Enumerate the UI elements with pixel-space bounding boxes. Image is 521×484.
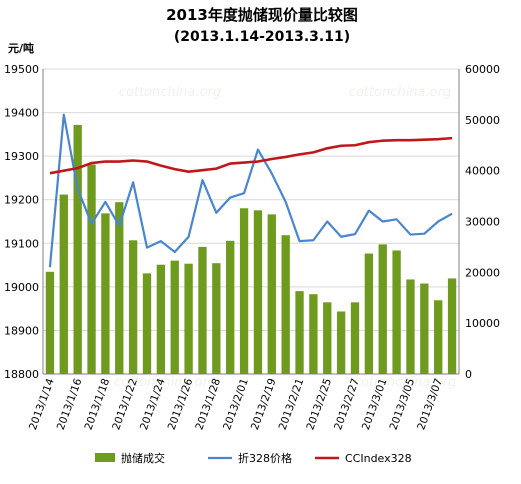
chart-title: 2013年度抛储现价量比较图 bbox=[166, 6, 358, 24]
x-tick-label: 2013/2/01 bbox=[221, 377, 251, 432]
watermark-layer: cottonchina.org cottonchina.org cottonchin… bbox=[114, 85, 456, 390]
bar bbox=[364, 253, 374, 374]
left-tick-label: 19000 bbox=[4, 281, 39, 294]
legend-label: 抛储成交 bbox=[121, 451, 165, 465]
x-tick-label: 2013/2/27 bbox=[332, 377, 362, 432]
left-tick-label: 19200 bbox=[4, 194, 39, 207]
bar bbox=[434, 300, 443, 374]
right-tick-label: 20000 bbox=[465, 266, 500, 279]
bar bbox=[101, 213, 110, 374]
bar bbox=[115, 202, 124, 374]
left-axis-ticks: 18800 18900 19000 19100 19200 19300 19400 19500 bbox=[4, 63, 39, 381]
right-axis-ticks: 0 10000 20000 30000 40000 50000 60000 bbox=[465, 63, 500, 381]
bar bbox=[128, 240, 138, 374]
right-tick-label: 10000 bbox=[465, 317, 500, 330]
bar bbox=[239, 208, 249, 374]
bar bbox=[59, 194, 68, 374]
chart-subtitle: (2013.1.14-2013.3.11) bbox=[174, 29, 350, 45]
line-series bbox=[48, 113, 453, 268]
bar bbox=[323, 302, 332, 374]
bar bbox=[378, 244, 387, 375]
watermark-text: cottonchina.org bbox=[119, 85, 221, 100]
legend-item-price-328: 折328价格 bbox=[208, 451, 292, 465]
legend: 抛储成交 折328价格 CCIndex328 bbox=[95, 451, 412, 465]
legend-swatch bbox=[95, 453, 115, 462]
right-tick-label: 0 bbox=[465, 368, 472, 381]
left-tick-label: 19500 bbox=[4, 63, 39, 76]
bar bbox=[226, 240, 235, 374]
watermark-text: cottonchina.org bbox=[114, 375, 216, 390]
left-axis-unit-label: 元/吨 bbox=[8, 41, 34, 55]
legend-label: CCIndex328 bbox=[345, 452, 412, 465]
grid-lines bbox=[43, 68, 459, 375]
x-axis-ticks: 2013/1/142013/1/162013/1/182013/1/222013… bbox=[27, 377, 445, 432]
bar bbox=[73, 124, 82, 374]
bar-series bbox=[45, 124, 457, 375]
left-tick-label: 18800 bbox=[4, 368, 39, 381]
bar bbox=[309, 294, 318, 374]
left-tick-label: 19300 bbox=[4, 150, 39, 163]
x-tick-label: 2013/2/19 bbox=[249, 377, 279, 432]
bar bbox=[447, 278, 457, 374]
bar bbox=[295, 291, 304, 374]
bar bbox=[156, 264, 166, 374]
bar bbox=[350, 302, 360, 374]
bar bbox=[336, 311, 346, 374]
bar bbox=[267, 214, 276, 374]
bar bbox=[406, 279, 415, 374]
x-tick-label: 2013/2/21 bbox=[277, 377, 307, 432]
x-tick-label: 2013/2/25 bbox=[304, 377, 334, 432]
ccindex328-line bbox=[49, 136, 453, 175]
right-tick-label: 50000 bbox=[465, 114, 500, 127]
bar bbox=[45, 271, 55, 374]
left-tick-label: 19400 bbox=[4, 107, 39, 120]
x-tick-label: 2013/1/18 bbox=[83, 377, 113, 432]
bar bbox=[420, 283, 429, 374]
watermark-text: cottonchina.org bbox=[349, 85, 451, 100]
x-tick-label: 2013/1/16 bbox=[55, 377, 85, 432]
legend-label: 折328价格 bbox=[238, 451, 292, 465]
x-tick-label: 2013/1/14 bbox=[27, 377, 57, 432]
price-328-line bbox=[48, 113, 453, 268]
right-tick-label: 30000 bbox=[465, 216, 500, 229]
bar bbox=[392, 250, 401, 374]
right-tick-label: 60000 bbox=[465, 63, 500, 76]
left-tick-label: 18900 bbox=[4, 324, 39, 337]
legend-item-bar: 抛储成交 bbox=[95, 451, 165, 465]
bar bbox=[212, 263, 221, 374]
bar bbox=[142, 273, 152, 374]
bar bbox=[281, 235, 290, 374]
watermark-text: cottonchina.org bbox=[354, 375, 456, 390]
bar bbox=[87, 164, 96, 374]
bar bbox=[253, 210, 263, 374]
bar bbox=[170, 260, 179, 374]
left-tick-label: 19100 bbox=[4, 237, 39, 250]
bar bbox=[198, 246, 207, 374]
legend-item-ccindex328: CCIndex328 bbox=[315, 452, 412, 465]
bar bbox=[184, 263, 193, 374]
right-tick-label: 40000 bbox=[465, 165, 500, 178]
axes bbox=[42, 69, 460, 375]
